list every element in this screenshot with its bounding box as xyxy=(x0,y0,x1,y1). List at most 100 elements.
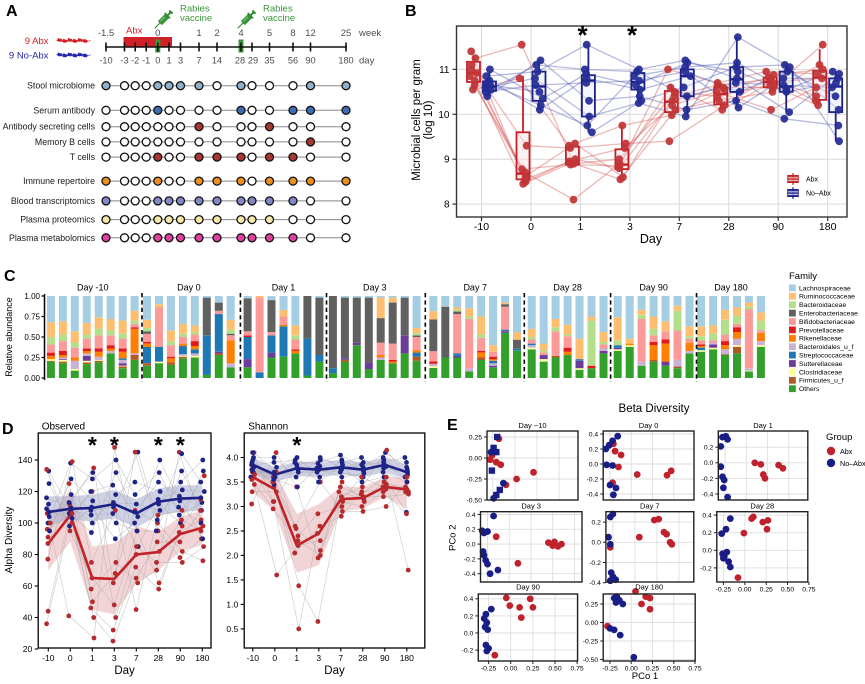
svg-text:0: 0 xyxy=(155,28,160,39)
svg-text:120: 120 xyxy=(18,487,32,497)
svg-text:-0.50: -0.50 xyxy=(467,497,483,504)
svg-text:14: 14 xyxy=(212,56,222,66)
svg-text:0.0: 0.0 xyxy=(702,548,712,555)
svg-text:Bacteroidaceae: Bacteroidaceae xyxy=(799,302,846,309)
svg-text:28: 28 xyxy=(358,653,368,663)
svg-text:0.25: 0.25 xyxy=(526,666,539,673)
svg-text:No–Abx: No–Abx xyxy=(806,191,831,198)
svg-text:Observed: Observed xyxy=(42,422,85,433)
svg-text:35: 35 xyxy=(264,56,274,66)
svg-text:-10: -10 xyxy=(99,56,112,66)
svg-text:-10: -10 xyxy=(474,221,489,233)
svg-text:90: 90 xyxy=(380,653,390,663)
svg-text:0.2: 0.2 xyxy=(589,446,599,453)
svg-text:0.0: 0.0 xyxy=(589,461,599,468)
svg-text:-3: -3 xyxy=(120,56,128,66)
svg-text:90: 90 xyxy=(305,56,315,66)
svg-text:*: * xyxy=(154,432,163,458)
svg-text:3: 3 xyxy=(178,56,183,66)
svg-text:Alpha Diversity: Alpha Diversity xyxy=(4,507,15,574)
svg-text:Others: Others xyxy=(799,386,820,393)
svg-text:0: 0 xyxy=(528,221,534,233)
svg-text:Ruminococcaceae: Ruminococcaceae xyxy=(799,294,855,301)
svg-text:1.00: 1.00 xyxy=(24,292,40,301)
svg-text:No–Abx: No–Abx xyxy=(840,459,865,468)
svg-text:*: * xyxy=(176,432,185,458)
svg-text:0.25: 0.25 xyxy=(760,587,773,594)
svg-text:80: 80 xyxy=(23,550,33,560)
svg-text:E: E xyxy=(447,417,458,434)
svg-text:60: 60 xyxy=(23,581,33,591)
svg-text:12: 12 xyxy=(305,28,316,39)
svg-text:0.00: 0.00 xyxy=(585,620,598,627)
svg-text:0.00: 0.00 xyxy=(469,455,482,462)
svg-text:0.2: 0.2 xyxy=(466,527,476,534)
svg-text:1: 1 xyxy=(294,653,299,663)
svg-text:Relative abundance: Relative abundance xyxy=(4,297,14,377)
svg-text:Day 90: Day 90 xyxy=(639,283,668,293)
svg-text:180: 180 xyxy=(195,653,209,663)
svg-text:*: * xyxy=(292,432,301,458)
svg-text:0.00: 0.00 xyxy=(24,374,40,383)
svg-text:20: 20 xyxy=(23,644,33,654)
svg-text:40: 40 xyxy=(23,613,33,623)
svg-text:-1: -1 xyxy=(142,56,150,66)
svg-text:Microbial cells per gram: Microbial cells per gram xyxy=(411,59,423,180)
svg-text:Day: Day xyxy=(640,232,663,246)
svg-text:0.00: 0.00 xyxy=(625,666,638,673)
svg-text:1: 1 xyxy=(577,221,583,233)
svg-text:-1.5: -1.5 xyxy=(98,28,114,39)
svg-text:90: 90 xyxy=(176,653,186,663)
svg-text:Immune repertoire: Immune repertoire xyxy=(23,176,95,186)
svg-text:Day: Day xyxy=(114,665,135,677)
svg-text:0.5: 0.5 xyxy=(226,624,238,634)
svg-text:0: 0 xyxy=(272,653,277,663)
svg-text:-0.25: -0.25 xyxy=(481,666,497,673)
svg-text:2: 2 xyxy=(214,28,219,39)
svg-text:Firmicutes_u_f: Firmicutes_u_f xyxy=(799,378,844,385)
svg-text:0.75: 0.75 xyxy=(24,312,40,321)
svg-text:Day 7: Day 7 xyxy=(463,283,487,293)
svg-text:T cells: T cells xyxy=(70,152,96,162)
svg-text:C: C xyxy=(4,268,16,285)
svg-text:5: 5 xyxy=(267,28,272,39)
svg-text:0.4: 0.4 xyxy=(464,596,474,603)
svg-text:A: A xyxy=(6,3,18,20)
svg-text:9 No-Abx: 9 No-Abx xyxy=(9,51,49,62)
svg-text:11: 11 xyxy=(439,65,450,76)
svg-text:9 Abx: 9 Abx xyxy=(25,36,49,47)
svg-text:-2: -2 xyxy=(131,56,139,66)
svg-text:Abx: Abx xyxy=(806,177,819,184)
svg-text:Day 0: Day 0 xyxy=(639,421,659,430)
svg-text:Rabies: Rabies xyxy=(180,4,210,15)
svg-text:28: 28 xyxy=(235,56,245,66)
svg-text:Stool microbiome: Stool microbiome xyxy=(27,81,95,91)
svg-text:-0.4: -0.4 xyxy=(589,580,601,587)
svg-text:56: 56 xyxy=(288,56,298,66)
svg-text:1: 1 xyxy=(90,653,95,663)
svg-text:8: 8 xyxy=(444,200,450,211)
svg-text:0.0: 0.0 xyxy=(464,630,474,637)
svg-text:*: * xyxy=(627,20,638,50)
svg-text:vaccine: vaccine xyxy=(180,13,212,24)
svg-text:0.25: 0.25 xyxy=(585,601,598,608)
svg-text:0.0: 0.0 xyxy=(704,460,714,467)
svg-text:Sutterellaceae: Sutterellaceae xyxy=(799,361,843,368)
svg-text:Bifidobacteriaceae: Bifidobacteriaceae xyxy=(799,319,855,326)
svg-text:140: 140 xyxy=(18,455,32,465)
svg-text:0.25: 0.25 xyxy=(469,434,482,441)
svg-text:1.0: 1.0 xyxy=(226,599,238,609)
svg-text:7: 7 xyxy=(676,221,682,233)
svg-text:Rabies: Rabies xyxy=(263,4,293,15)
svg-text:0: 0 xyxy=(155,56,160,66)
svg-text:Blood transcriptomics: Blood transcriptomics xyxy=(11,196,96,206)
svg-text:-0.2: -0.2 xyxy=(702,476,714,483)
svg-text:28: 28 xyxy=(154,653,164,663)
svg-text:Plasma metabolomics: Plasma metabolomics xyxy=(9,233,96,243)
svg-text:Day 0: Day 0 xyxy=(177,283,201,293)
svg-text:-0.2: -0.2 xyxy=(464,556,476,563)
svg-text:-0.4: -0.4 xyxy=(586,491,598,498)
svg-text:25: 25 xyxy=(341,28,352,39)
svg-text:4: 4 xyxy=(238,28,243,39)
svg-text:Plasma proteomics: Plasma proteomics xyxy=(20,215,95,225)
